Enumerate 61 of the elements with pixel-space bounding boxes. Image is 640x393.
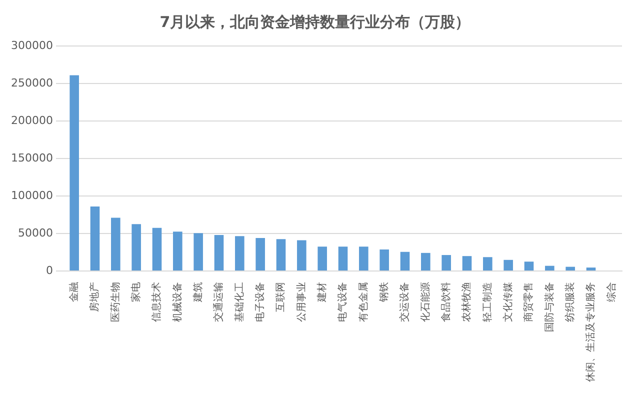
x-tick-label: 文化传媒 (502, 282, 514, 322)
x-tick-label: 商贸零售 (522, 282, 535, 322)
bar (400, 252, 410, 270)
x-tick-label: 农林牧渔 (460, 282, 473, 322)
y-tick-label: 300000 (10, 38, 53, 52)
bar (70, 75, 79, 270)
bar (276, 239, 286, 270)
x-tick-label: 纺织服装 (564, 282, 576, 322)
x-tick-label: 钢铁 (378, 282, 390, 303)
bar (152, 228, 162, 270)
x-tick-label: 化石能源 (419, 282, 432, 322)
x-tick-label: 电气设备 (336, 282, 349, 322)
bar (380, 249, 389, 270)
y-tick-label: 150000 (10, 151, 53, 164)
x-tick-label: 互联网 (274, 282, 287, 312)
bar (545, 266, 554, 270)
x-tick-label: 休闲、生活及专业服务 (584, 282, 597, 382)
y-tick-label: 100000 (10, 188, 53, 202)
bar (359, 246, 368, 270)
x-tick-label: 公用事业 (295, 282, 308, 322)
bar (90, 206, 100, 270)
x-tick-label: 综合 (605, 282, 618, 302)
x-tick-label: 建材 (316, 282, 328, 303)
bar (111, 218, 120, 270)
bar (173, 232, 182, 270)
bar (504, 260, 513, 270)
bar (235, 236, 244, 270)
bar (442, 255, 451, 270)
chart-title: 7月以来，北向资金增持数量行业分布（万股） (160, 12, 470, 31)
x-tick-label: 医药生物 (109, 282, 122, 322)
bar (483, 257, 492, 270)
y-tick-label: 250000 (10, 76, 53, 90)
x-tick-label: 机械设备 (171, 282, 184, 322)
y-tick-label: 200000 (10, 114, 53, 127)
x-tick-label: 电子设备 (254, 282, 266, 322)
x-tick-label: 基础化工 (233, 282, 246, 322)
bar (524, 262, 534, 270)
x-tick-label: 轻工制造 (481, 282, 494, 322)
y-tick-label: 0 (46, 264, 53, 277)
x-tick-label: 房地产 (88, 282, 101, 312)
x-tick-label: 信息技术 (150, 282, 163, 322)
bar (214, 235, 224, 270)
bar (338, 246, 348, 270)
x-tick-label: 食品饮料 (440, 282, 452, 322)
bar (194, 233, 203, 270)
x-tick-label: 国防与装备 (543, 282, 556, 332)
x-tick-label: 家电 (130, 282, 142, 302)
bar (132, 224, 141, 270)
x-tick-label: 交通运输 (212, 282, 225, 322)
bar (566, 266, 575, 270)
x-tick-label: 金融 (68, 282, 80, 302)
x-tick-label: 交运设备 (398, 282, 411, 322)
x-tick-label: 建筑 (192, 282, 204, 303)
bar (256, 238, 265, 270)
bar (462, 256, 472, 270)
y-tick-label: 50000 (18, 226, 53, 240)
bar (318, 246, 327, 270)
bar (297, 240, 306, 270)
bar (421, 252, 430, 270)
x-tick-label: 有色金属 (357, 282, 370, 322)
bar (586, 268, 596, 270)
